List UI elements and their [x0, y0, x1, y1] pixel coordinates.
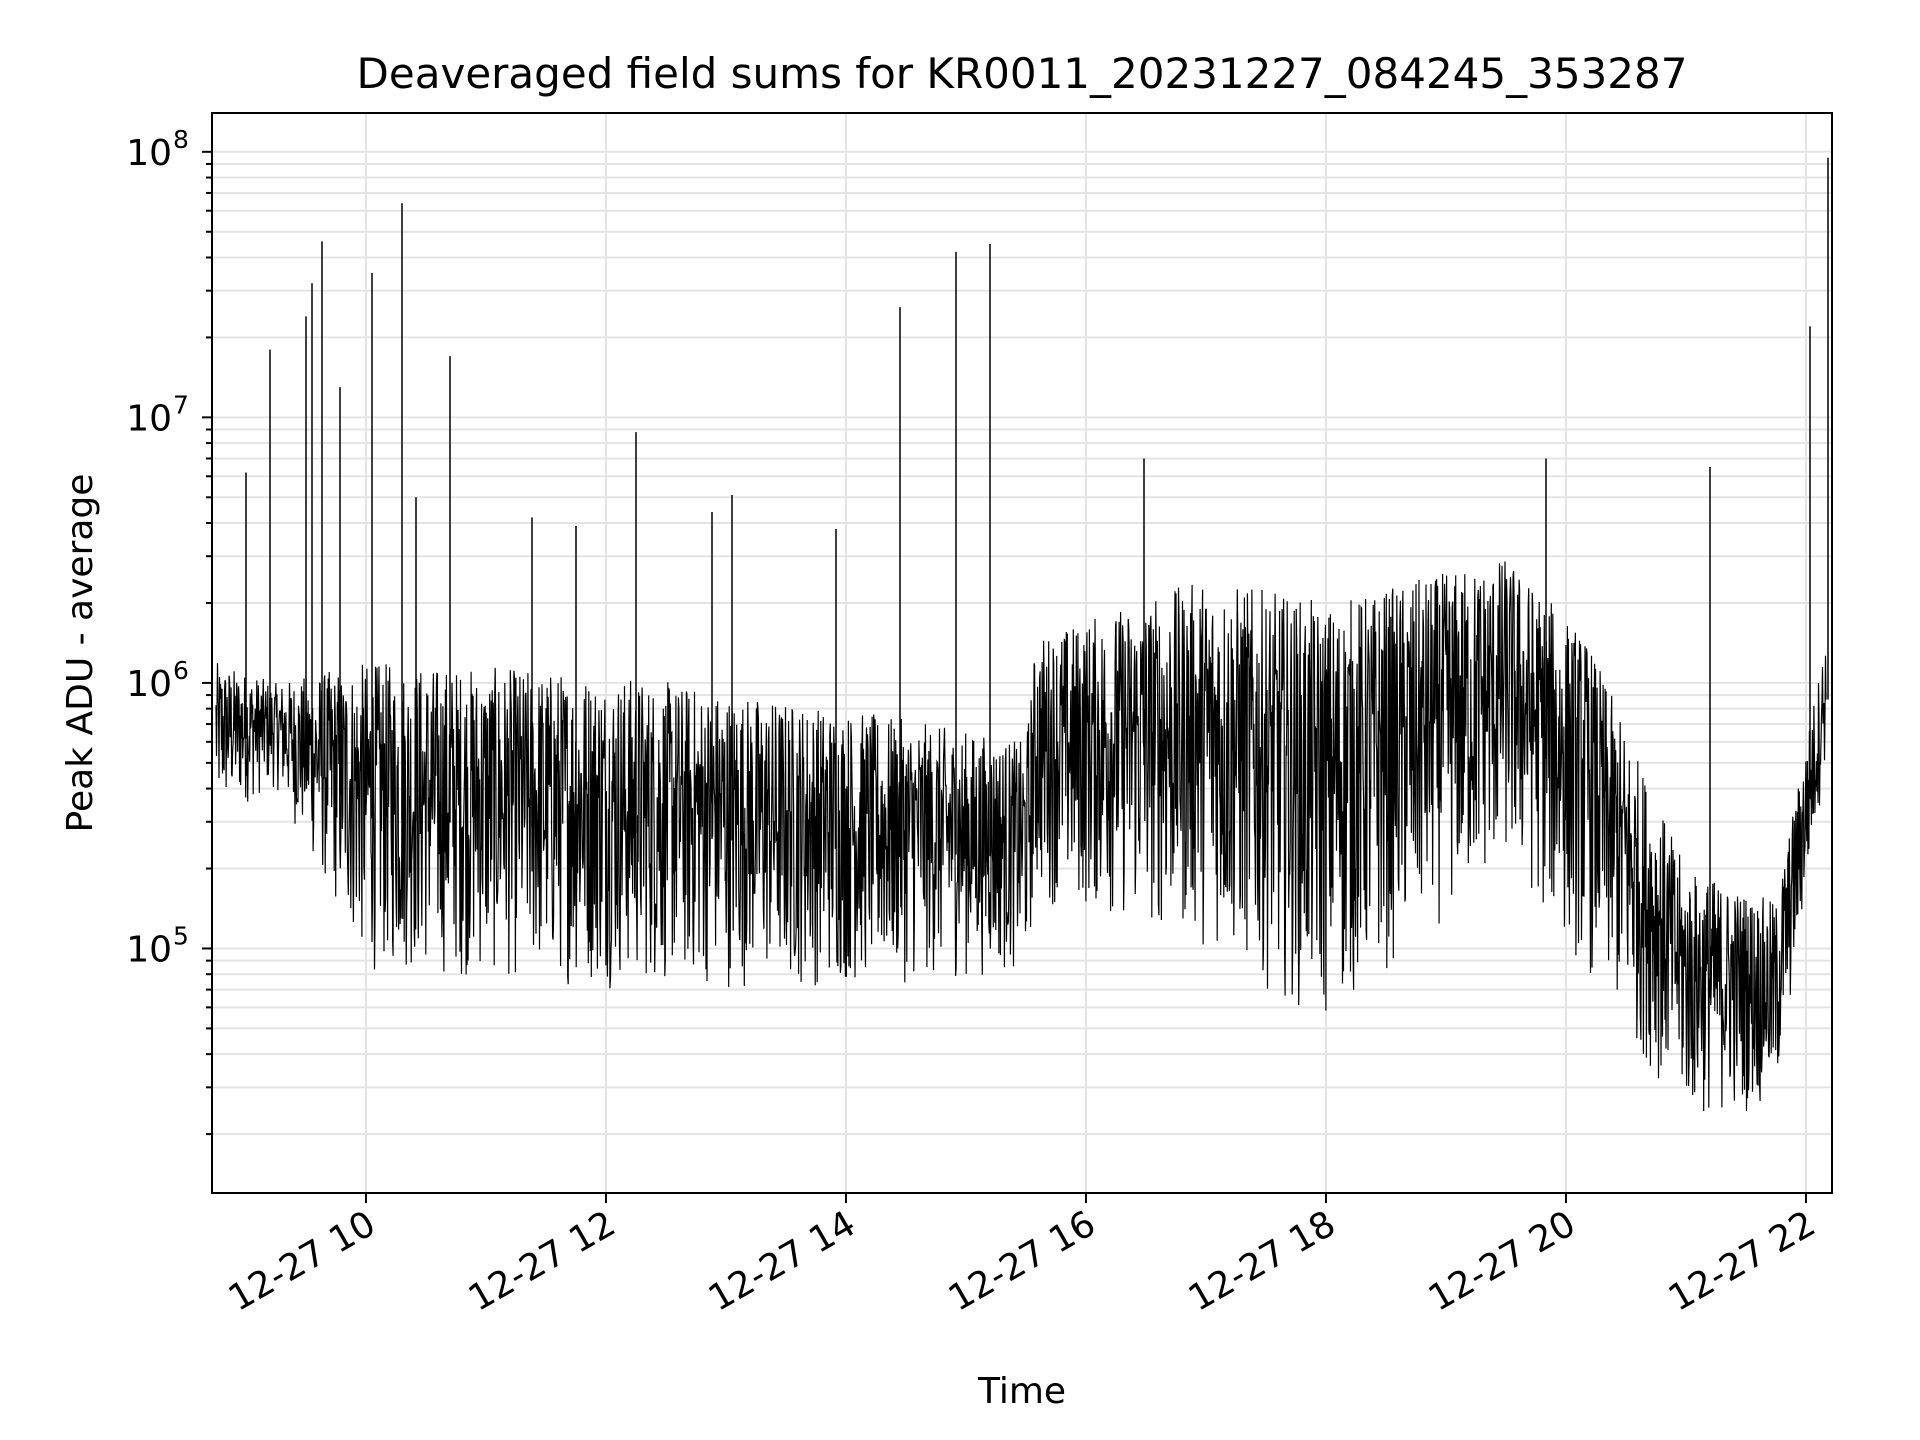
y-tick-label-exponent: 5	[173, 921, 189, 950]
y-tick-label: 10	[126, 929, 172, 970]
plot-frame	[211, 112, 1833, 1194]
series-line	[215, 561, 1827, 1112]
y-tick-label-exponent: 6	[173, 656, 189, 685]
y-tick-label-exponent: 7	[173, 390, 189, 419]
y-tick-label: 10	[126, 133, 172, 174]
y-tick-label: 10	[126, 398, 172, 439]
y-axis-label: Peak ADU - average	[60, 474, 101, 833]
y-tick-label-exponent: 8	[173, 125, 189, 154]
chart-title: Deaveraged field sums for KR0011_2023122…	[357, 49, 1688, 98]
data-trace	[215, 157, 1829, 1112]
x-axis-label: Time	[977, 1371, 1066, 1412]
y-tick-label: 10	[126, 664, 172, 705]
